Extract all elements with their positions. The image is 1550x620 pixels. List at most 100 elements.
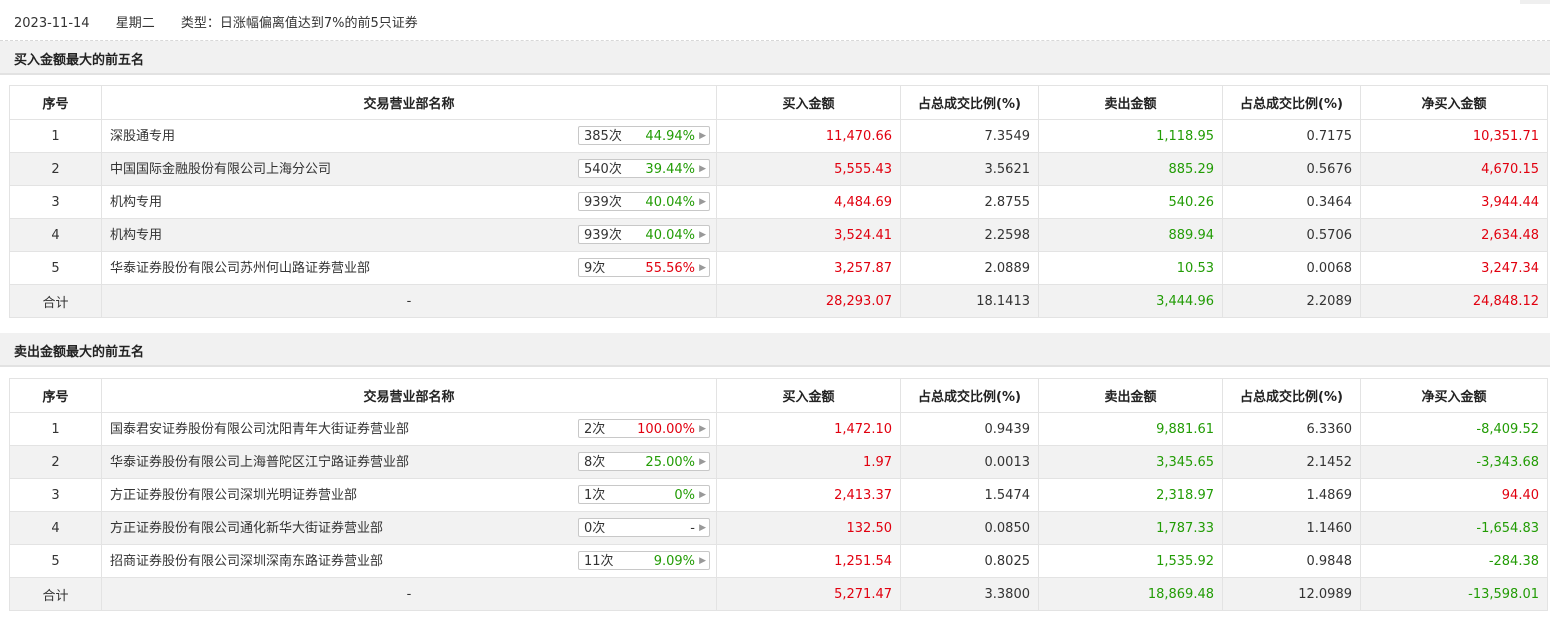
top-info-bar: 2023-11-14 星期二 类型：日涨幅偏离值达到7%的前5只证券 — [0, 0, 1550, 41]
buy-amount: 4,484.69 — [716, 185, 901, 219]
col-header-buy-ratio: 占总成交比例(%) — [900, 378, 1039, 413]
sell-amount: 1,535.92 — [1038, 544, 1223, 578]
total-label: 合计 — [9, 284, 102, 318]
date-text: 2023-11-14 — [14, 16, 90, 31]
appearance-stats-dropdown[interactable]: 1次 0% ▶ — [578, 485, 710, 504]
buy-ratio: 3.5621 — [900, 152, 1039, 186]
sell-ratio: 1.1460 — [1222, 511, 1361, 545]
row-index: 4 — [9, 511, 102, 545]
col-header-branch-name: 交易营业部名称 — [101, 85, 717, 120]
row-index: 5 — [9, 251, 102, 285]
appearance-stats-dropdown[interactable]: 385次 44.94% ▶ — [578, 126, 710, 145]
sell-section-title: 卖出金额最大的前五名 — [14, 345, 145, 360]
branch-name[interactable]: 华泰证券股份有限公司苏州何山路证券营业部 — [110, 260, 371, 276]
total-name: - — [101, 284, 717, 318]
branch-name-cell: 国泰君安证券股份有限公司沈阳青年大街证券营业部 2次 100.00% ▶ — [101, 412, 717, 446]
sell-ratio: 0.7175 — [1222, 119, 1361, 153]
chevron-right-icon: ▶ — [699, 424, 706, 434]
appearance-stats-dropdown[interactable]: 0次 - ▶ — [578, 518, 710, 537]
appearance-count: 939次 — [584, 228, 622, 243]
total-buy-amount: 28,293.07 — [716, 284, 901, 318]
col-header-net-buy: 净买入金额 — [1360, 85, 1548, 120]
buy-ratio: 7.3549 — [900, 119, 1039, 153]
sell-section-header: 卖出金额最大的前五名 — [0, 333, 1550, 367]
branch-name-cell: 方正证券股份有限公司深圳光明证券营业部 1次 0% ▶ — [101, 478, 717, 512]
branch-name[interactable]: 机构专用 — [110, 194, 163, 210]
net-buy-amount: 3,247.34 — [1360, 251, 1548, 285]
table-row: 1 国泰君安证券股份有限公司沈阳青年大街证券营业部 2次 100.00% ▶ 1,472.… — [9, 412, 1548, 446]
branch-name-cell: 深股通专用 385次 44.94% ▶ — [101, 119, 717, 153]
col-header-sell-amount: 卖出金额 — [1038, 378, 1223, 413]
win-rate: 0% — [674, 488, 695, 503]
win-rate: 40.04% — [645, 195, 695, 210]
appearance-stats-dropdown[interactable]: 9次 55.56% ▶ — [578, 258, 710, 277]
sell-ratio: 0.9848 — [1222, 544, 1361, 578]
table-row: 4 机构专用 939次 40.04% ▶ 3,524.41 2.2598 889.94 0.57… — [9, 218, 1548, 252]
branch-name-cell: 机构专用 939次 40.04% ▶ — [101, 185, 717, 219]
branch-name[interactable]: 机构专用 — [110, 227, 163, 243]
col-header-buy-amount: 买入金额 — [716, 85, 901, 120]
table-header-row: 序号 交易营业部名称 买入金额 占总成交比例(%) 卖出金额 占总成交比例(%) 净买入金额 — [9, 85, 1548, 120]
appearance-count: 9次 — [584, 261, 606, 276]
branch-name-cell: 机构专用 939次 40.04% ▶ — [101, 218, 717, 252]
sell-ratio: 2.1452 — [1222, 445, 1361, 479]
branch-name[interactable]: 方正证券股份有限公司通化新华大街证券营业部 — [110, 520, 384, 536]
appearance-stats-dropdown[interactable]: 939次 40.04% ▶ — [578, 192, 710, 211]
sell-ratio: 0.5676 — [1222, 152, 1361, 186]
branch-name-cell: 华泰证券股份有限公司苏州何山路证券营业部 9次 55.56% ▶ — [101, 251, 717, 285]
col-header-net-buy: 净买入金额 — [1360, 378, 1548, 413]
branch-name[interactable]: 华泰证券股份有限公司上海普陀区江宁路证券营业部 — [110, 454, 410, 470]
win-rate: 40.04% — [645, 228, 695, 243]
chevron-right-icon: ▶ — [699, 490, 706, 500]
sell-top5-table: 序号 交易营业部名称 买入金额 占总成交比例(%) 卖出金额 占总成交比例(%) 净买入金额… — [9, 378, 1548, 611]
branch-name[interactable]: 招商证券股份有限公司深圳深南东路证券营业部 — [110, 553, 384, 569]
appearance-stats-dropdown[interactable]: 540次 39.44% ▶ — [578, 159, 710, 178]
net-buy-amount: -8,409.52 — [1360, 412, 1548, 446]
chevron-right-icon: ▶ — [699, 164, 706, 174]
sell-ratio: 0.3464 — [1222, 185, 1361, 219]
col-header-buy-amount: 买入金额 — [716, 378, 901, 413]
appearance-stats-dropdown[interactable]: 939次 40.04% ▶ — [578, 225, 710, 244]
appearance-count: 0次 — [584, 521, 606, 536]
win-rate: 44.94% — [645, 129, 695, 144]
branch-name-cell: 方正证券股份有限公司通化新华大街证券营业部 0次 - ▶ — [101, 511, 717, 545]
win-rate: 55.56% — [645, 261, 695, 276]
chevron-right-icon: ▶ — [699, 263, 706, 273]
sell-ratio: 0.0068 — [1222, 251, 1361, 285]
table-row: 2 华泰证券股份有限公司上海普陀区江宁路证券营业部 8次 25.00% ▶ 1.97 0.0… — [9, 445, 1548, 479]
top-accent — [1520, 0, 1550, 4]
total-net-buy: -13,598.01 — [1360, 577, 1548, 611]
appearance-stats-dropdown[interactable]: 11次 9.09% ▶ — [578, 551, 710, 570]
branch-name[interactable]: 深股通专用 — [110, 128, 176, 144]
chevron-right-icon: ▶ — [699, 197, 706, 207]
branch-name[interactable]: 方正证券股份有限公司深圳光明证券营业部 — [110, 487, 358, 503]
branch-name[interactable]: 中国国际金融股份有限公司上海分公司 — [110, 161, 332, 177]
appearance-stats-dropdown[interactable]: 8次 25.00% ▶ — [578, 452, 710, 471]
buy-section-title: 买入金额最大的前五名 — [14, 53, 145, 68]
appearance-count: 385次 — [584, 129, 622, 144]
sell-amount: 10.53 — [1038, 251, 1223, 285]
buy-amount: 3,524.41 — [716, 218, 901, 252]
branch-name[interactable]: 国泰君安证券股份有限公司沈阳青年大街证券营业部 — [110, 421, 410, 437]
buy-amount: 1,251.54 — [716, 544, 901, 578]
net-buy-amount: -1,654.83 — [1360, 511, 1548, 545]
buy-ratio: 2.2598 — [900, 218, 1039, 252]
buy-amount: 1,472.10 — [716, 412, 901, 446]
win-rate: 25.00% — [645, 455, 695, 470]
appearance-stats-dropdown[interactable]: 2次 100.00% ▶ — [578, 419, 710, 438]
buy-amount: 5,555.43 — [716, 152, 901, 186]
sell-amount: 885.29 — [1038, 152, 1223, 186]
total-sell-ratio: 12.0989 — [1222, 577, 1361, 611]
info-line: 2023-11-14 星期二 类型：日涨幅偏离值达到7%的前5只证券 — [14, 12, 440, 31]
buy-amount: 2,413.37 — [716, 478, 901, 512]
col-header-sell-ratio: 占总成交比例(%) — [1222, 85, 1361, 120]
buy-top5-table: 序号 交易营业部名称 买入金额 占总成交比例(%) 卖出金额 占总成交比例(%) 净买入金额… — [9, 85, 1548, 318]
sell-amount: 1,787.33 — [1038, 511, 1223, 545]
table-row: 3 方正证券股份有限公司深圳光明证券营业部 1次 0% ▶ 2,413.37 1.5474 2… — [9, 478, 1548, 512]
col-header-index: 序号 — [9, 378, 102, 413]
table-row: 4 方正证券股份有限公司通化新华大街证券营业部 0次 - ▶ 132.50 0.0850 1,… — [9, 511, 1548, 545]
total-buy-ratio: 18.1413 — [900, 284, 1039, 318]
net-buy-amount: -3,343.68 — [1360, 445, 1548, 479]
appearance-count: 11次 — [584, 554, 614, 569]
sell-amount: 540.26 — [1038, 185, 1223, 219]
